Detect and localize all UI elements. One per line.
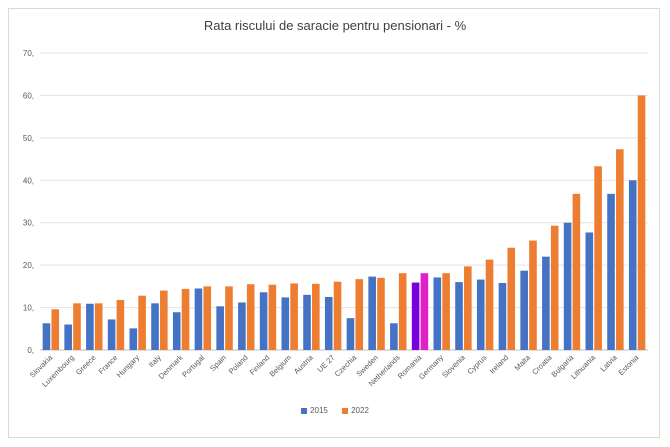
bar-2022-italy xyxy=(160,290,168,350)
legend: 2015 2022 xyxy=(0,406,670,415)
x-tick-label: Portugal xyxy=(180,353,206,379)
legend-label-2022: 2022 xyxy=(351,406,369,415)
bar-2022-cyprus xyxy=(485,259,494,350)
x-tick-label: Slovenia xyxy=(440,352,467,379)
bar-2015-portugal xyxy=(194,288,203,350)
bar-2022-belgium xyxy=(290,283,298,350)
bar-2015-slovenia xyxy=(455,282,463,350)
bar-2015-belgium xyxy=(281,297,290,350)
bar-2022-ireland xyxy=(507,247,516,350)
bar-2015-latvia xyxy=(607,193,615,350)
x-tick-label: Ireland xyxy=(488,353,511,376)
x-tick-label: Poland xyxy=(227,353,250,376)
bar-2022-netherlands xyxy=(398,273,407,350)
bar-2022-romania xyxy=(420,273,429,350)
y-tick-label: 10, xyxy=(23,304,34,313)
x-tick-label: Lithuania xyxy=(569,352,597,380)
x-tick-label: Germany xyxy=(417,353,445,381)
bar-2022-france xyxy=(116,299,125,350)
bar-2022-greece xyxy=(94,303,103,350)
bar-2015-lithuania xyxy=(585,232,594,350)
y-tick-label: 60, xyxy=(23,91,34,100)
x-tick-label: Austria xyxy=(292,352,315,375)
bar-2022-germany xyxy=(442,273,450,350)
bar-2015-ue-27 xyxy=(324,296,333,350)
y-tick-label: 0, xyxy=(27,346,34,355)
bar-2022-ue-27 xyxy=(333,281,342,350)
bar-2015-denmark xyxy=(172,312,181,350)
x-tick-label: Belgium xyxy=(268,353,294,379)
y-tick-label: 20, xyxy=(23,261,34,270)
legend-item-2022: 2022 xyxy=(342,406,369,415)
bar-2015-czechia xyxy=(346,318,355,350)
bar-2015-finland xyxy=(259,292,268,350)
x-tick-label: Estonia xyxy=(616,352,641,377)
x-tick-label: Cyprus xyxy=(465,353,488,376)
bar-2015-slovakia xyxy=(42,323,51,350)
bar-2015-poland xyxy=(238,302,246,350)
bar-2022-malta xyxy=(529,240,537,350)
y-tick-label: 70, xyxy=(23,49,34,58)
x-tick-label: Hungary xyxy=(115,353,142,380)
bar-2015-estonia xyxy=(628,180,637,350)
bar-2022-luxembourg xyxy=(73,303,81,350)
bar-2022-slovakia xyxy=(51,309,60,350)
legend-swatch-2015 xyxy=(301,407,308,414)
legend-swatch-2022 xyxy=(342,407,349,414)
bar-2022-bulgaria xyxy=(572,193,581,350)
legend-item-2015: 2015 xyxy=(301,406,328,415)
bar-2022-hungary xyxy=(138,295,146,350)
bar-2015-austria xyxy=(303,294,311,350)
bar-2022-estonia xyxy=(637,95,646,351)
bar-2015-romania xyxy=(411,282,420,350)
x-tick-label: Spain xyxy=(208,353,228,373)
bar-2022-latvia xyxy=(616,149,624,350)
bar-2022-spain xyxy=(225,286,233,350)
bar-2015-greece xyxy=(86,303,94,350)
bar-2022-denmark xyxy=(181,288,190,350)
bar-2022-portugal xyxy=(203,286,212,350)
bar-2022-croatia xyxy=(550,225,559,350)
x-tick-label: Denmark xyxy=(157,353,185,381)
bar-2015-netherlands xyxy=(390,323,398,350)
bar-2022-lithuania xyxy=(594,166,602,350)
bar-2022-austria xyxy=(312,283,320,350)
bar-2015-spain xyxy=(216,306,224,350)
legend-label-2015: 2015 xyxy=(310,406,328,415)
y-tick-label: 50, xyxy=(23,134,34,143)
bar-2022-slovenia xyxy=(464,266,472,350)
bar-2015-bulgaria xyxy=(563,222,572,350)
bar-2015-france xyxy=(107,319,116,350)
x-tick-label: Malta xyxy=(513,352,533,372)
bar-2015-germany xyxy=(433,277,442,350)
bar-2015-cyprus xyxy=(476,279,485,350)
bar-2015-croatia xyxy=(542,256,550,350)
x-tick-label: Greece xyxy=(74,353,98,377)
bar-2015-italy xyxy=(151,303,159,350)
bar-2022-sweden xyxy=(377,277,385,350)
bar-2015-luxembourg xyxy=(64,324,72,350)
bar-2022-finland xyxy=(268,284,277,350)
bar-2015-malta xyxy=(520,270,528,350)
bar-2015-ireland xyxy=(498,282,507,350)
x-tick-label: Italy xyxy=(147,353,163,369)
x-tick-label: Czechia xyxy=(333,352,359,378)
bar-2022-czechia xyxy=(355,279,364,350)
bar-2015-sweden xyxy=(368,276,376,350)
chart-title: Rata riscului de saracie pentru pensiona… xyxy=(203,18,467,33)
y-tick-label: 30, xyxy=(23,219,34,228)
y-tick-label: 40, xyxy=(23,176,34,185)
bar-2015-hungary xyxy=(129,328,138,350)
bar-2022-poland xyxy=(246,284,255,350)
